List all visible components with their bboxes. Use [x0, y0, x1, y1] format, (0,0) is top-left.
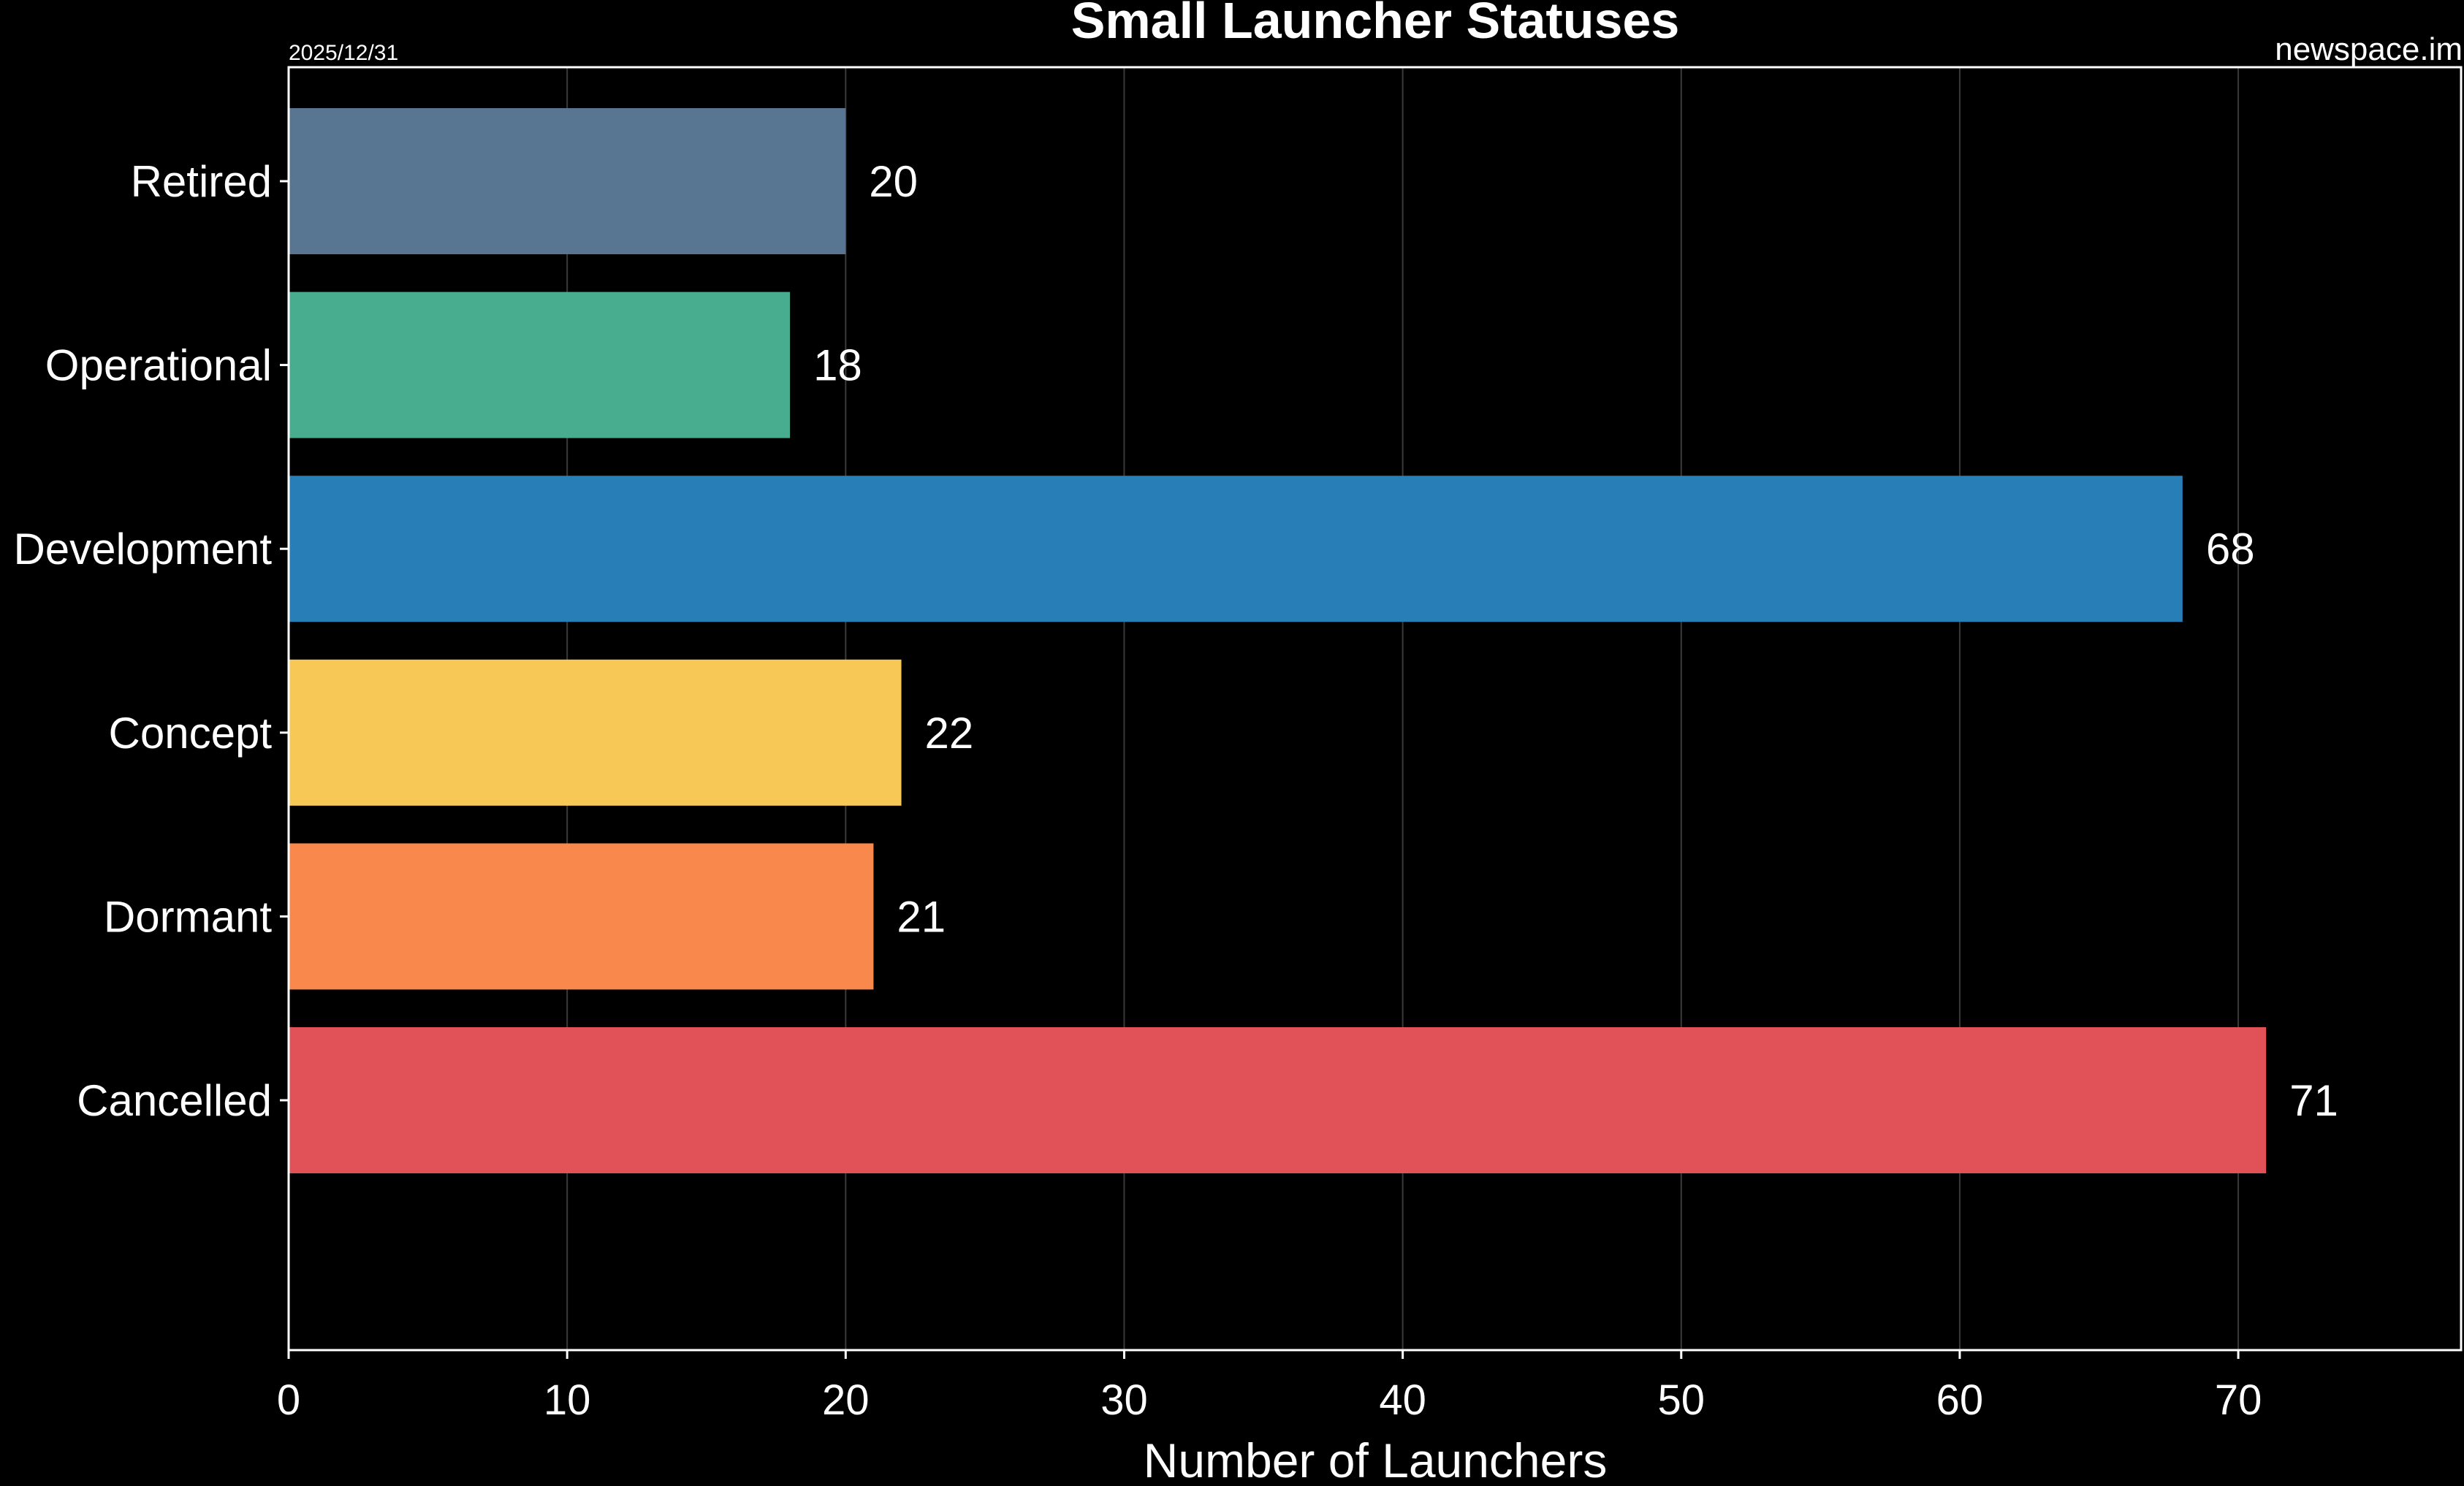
y-tick-label: Concept [109, 709, 273, 758]
x-axis-label: Number of Launchers [1144, 1433, 1608, 1482]
y-tick-label: Retired [131, 157, 272, 206]
bars [289, 108, 2267, 1173]
bar [289, 659, 902, 806]
x-tick-label: 60 [1936, 1376, 1984, 1424]
bar [289, 292, 791, 438]
y-axis-ticks: Retired Operational Development Concept Dorm… [13, 157, 289, 1125]
x-tick-label: 40 [1379, 1376, 1426, 1424]
y-tick-label: Cancelled [77, 1076, 272, 1125]
bar-value-label: 22 [925, 709, 974, 758]
plot-frame [287, 66, 2463, 1352]
x-tick-label: 0 [277, 1376, 300, 1424]
bar [289, 843, 874, 990]
value-labels: 20 18 68 22 21 71 [813, 157, 2338, 1125]
bar [289, 1027, 2267, 1173]
x-tick-label: 30 [1100, 1376, 1148, 1424]
bar-value-label: 21 [897, 892, 946, 941]
bar-value-label: 68 [2206, 525, 2255, 574]
source-label: newspace.im [2275, 31, 2463, 67]
y-tick-label: Development [13, 525, 272, 574]
bar [289, 476, 2183, 622]
x-tick-label: 20 [822, 1376, 870, 1424]
x-tick-label: 70 [2215, 1376, 2262, 1424]
bar-value-label: 71 [2289, 1076, 2338, 1125]
bar [289, 108, 846, 254]
bar-value-label: 18 [813, 341, 862, 390]
date-label: 2025/12/31 [289, 41, 398, 65]
chart-title: Small Launcher Statuses [1071, 0, 1680, 49]
y-tick-label: Dormant [104, 892, 272, 941]
y-tick-label: Operational [45, 341, 272, 390]
x-tick-label: 10 [544, 1376, 591, 1424]
bar-value-label: 20 [869, 157, 918, 206]
x-axis-ticks: 0 10 20 30 40 50 60 70 [277, 1350, 2262, 1424]
x-tick-label: 50 [1658, 1376, 1706, 1424]
